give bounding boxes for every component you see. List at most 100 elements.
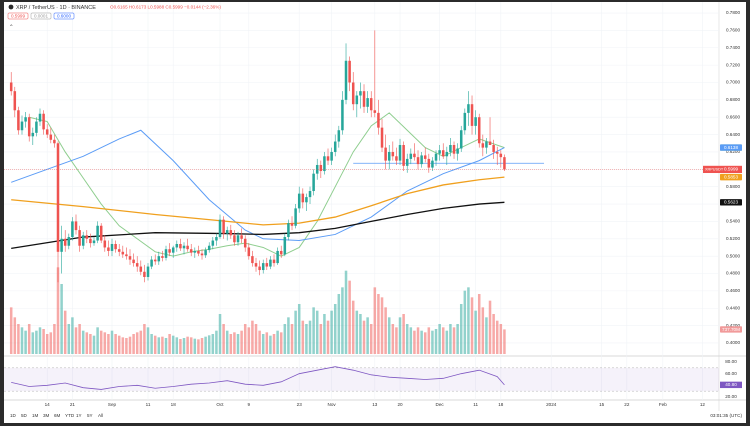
volume-bar [20,327,24,354]
volume-bar [179,339,182,354]
y-tick-label: 0.7600 [726,28,740,33]
volume-bar [189,337,193,354]
quote-button-box[interactable] [7,12,29,20]
timeframe-button[interactable]: 6M [54,413,61,418]
volume-bar [85,332,89,354]
candle-body [294,208,297,226]
candle-body [45,129,49,135]
volume-bar [110,330,114,354]
y-tick-label: 0.7400 [726,45,740,50]
volume-bar [215,330,218,354]
volume-bar [128,336,132,354]
volume-bar [74,327,78,354]
candle-body [168,249,171,253]
quote-button-box[interactable] [30,12,52,20]
candle-body [161,256,164,258]
volume-bar [330,310,333,354]
volume-bar [351,300,355,354]
quote-button[interactable]: 0.6000 [57,14,71,19]
volume-bar [99,330,103,354]
volume-bar [258,330,261,354]
volume-bar [301,320,305,354]
volume-bar [31,332,35,354]
quote-button[interactable]: 0.0001 [34,14,48,19]
y-tick-label: 0.4800 [726,271,740,276]
candle-body [337,130,341,142]
timeframe-button[interactable]: YTD [65,413,75,418]
collapse-toggle[interactable]: ⌃ [9,23,14,30]
candle-body [398,145,402,161]
quote-button-box[interactable] [53,12,75,20]
ma-badge: 0.6138 [720,144,742,151]
price-badge-value: 0.5999 [724,167,738,172]
marks [4,30,719,390]
volume-bar [175,337,179,354]
volume-bar [157,337,161,354]
timeframe-button[interactable]: 5D [21,413,28,418]
candle-body [150,259,153,267]
volume-bar [45,334,49,354]
y-tick-label: 0.4000 [726,340,740,345]
candle-body [67,237,71,246]
volume-bar [96,327,99,354]
volume-bar [233,332,236,354]
timeframe-button[interactable]: All [98,413,103,418]
volume-bar [117,335,121,354]
candle-body [503,157,506,170]
timeframe-button[interactable]: 3M [43,413,50,418]
volume-bar [24,330,27,354]
candle-body [197,250,200,254]
timeframe-button[interactable]: 1D [10,413,17,418]
candle-body [17,110,20,131]
candle-body [114,243,117,250]
candle-body [49,134,53,140]
candle-body [384,147,387,161]
volume-bar [67,324,71,354]
candle-body [452,145,456,154]
x-tick-label: 23 [297,402,303,407]
volume-bar [485,317,488,354]
timeframe-button[interactable]: 1Y [76,413,82,418]
volume-bar [452,327,456,354]
candle-body [243,238,247,248]
candle-body [319,164,323,172]
y-tick-label: 0.5200 [726,236,740,241]
ma-badge-text: 0.6138 [724,145,738,150]
volume-bar [290,324,294,354]
volume-bar [283,324,287,354]
candle-body [200,253,204,256]
volume-bar [17,324,20,354]
timeframe-button[interactable]: 1M [32,413,39,418]
candle-body [207,245,211,251]
candle-body [495,151,499,154]
candle-body [492,145,495,152]
candle-body [85,235,89,239]
candle-body [431,160,434,168]
x-tick-label: 13 [372,402,378,407]
candle-body [355,95,359,105]
timeframe-button[interactable]: 5Y [87,413,93,418]
volume-bar [319,324,323,354]
candle-body [121,251,125,255]
volume-bar [193,338,197,354]
candle-body [348,60,351,83]
volume-bar [287,317,290,354]
rsi-badge-box [720,381,742,389]
volume-bar [135,332,139,354]
candle-body [74,221,78,231]
volume-bar [229,334,233,354]
volume-bar [218,314,222,354]
candle-body [405,158,409,166]
candle-body [305,197,308,203]
quote-button[interactable]: 0.5999 [11,14,25,19]
ohlc-readout: O0.6165 H0.6173 L0.5988 C0.5999 −0.0144 … [110,5,221,10]
volume-bar [153,335,157,354]
x-tick-label: Oct [216,402,224,407]
volume-bar [348,280,351,354]
volume-bar [53,324,56,354]
volume-bar [341,287,344,354]
candle-body [38,113,42,122]
candle-body [488,141,492,146]
candle-body [459,130,463,149]
